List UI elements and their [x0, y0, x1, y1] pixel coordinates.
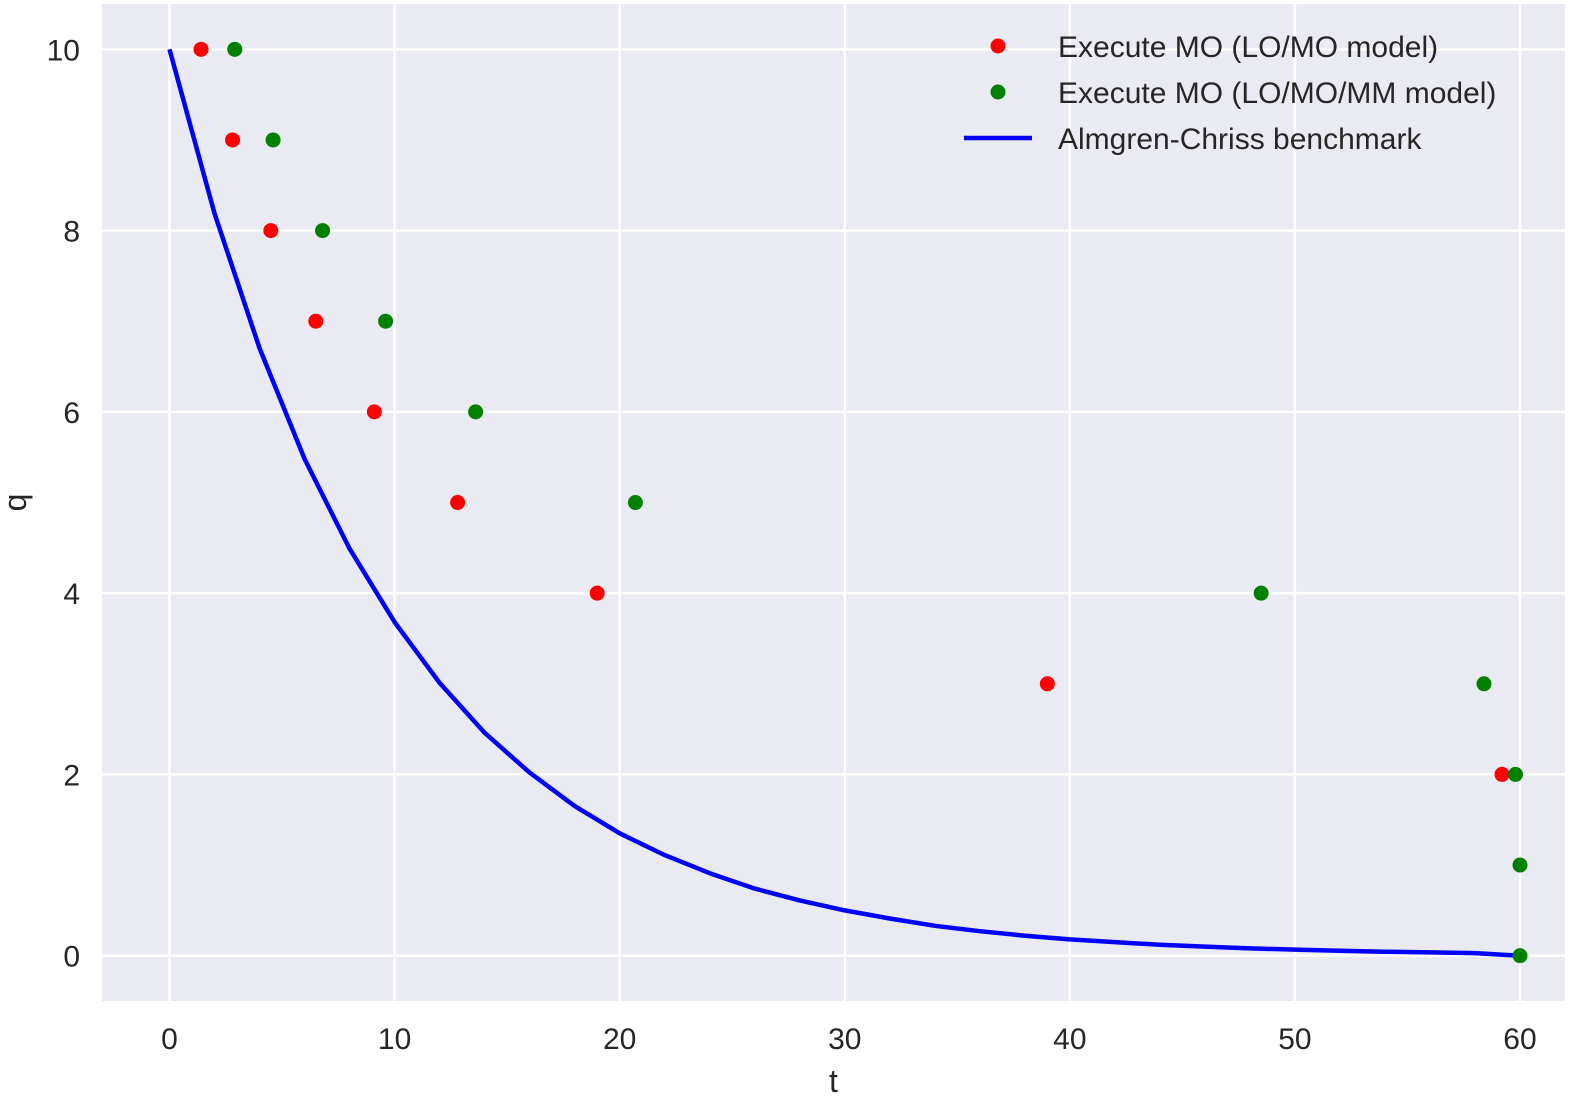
legend-label-lomo: Execute MO (LO/MO model) — [1058, 31, 1438, 64]
point-lomomm — [265, 132, 281, 148]
y-tick-label: 4 — [63, 578, 80, 611]
legend-entry-lomo: Execute MO (LO/MO model) — [990, 31, 1438, 64]
point-lomo — [193, 41, 209, 57]
plot-background — [102, 4, 1565, 1001]
x-tick-label: 30 — [828, 1023, 861, 1056]
point-lomo — [450, 495, 466, 510]
point-lomomm — [627, 495, 643, 510]
x-axis-label: t — [829, 1063, 838, 1097]
x-tick-label: 10 — [378, 1023, 411, 1056]
point-lomomm — [1507, 766, 1523, 782]
y-tick-label: 10 — [47, 34, 80, 67]
x-tick-label: 0 — [161, 1023, 178, 1056]
point-lomo — [263, 223, 279, 239]
point-lomo — [589, 585, 605, 601]
x-tick-label: 60 — [1503, 1023, 1536, 1056]
grid-lines — [102, 4, 1565, 1001]
y-axis-label: q — [0, 494, 33, 512]
legend-label-lomomm: Execute MO (LO/MO/MM model) — [1058, 77, 1496, 110]
point-lomomm — [315, 223, 331, 239]
point-lomomm — [378, 313, 394, 329]
tick-labels: 0 10 20 30 40 50 60 0 2 4 6 8 10 — [47, 34, 1537, 1056]
legend: Execute MO (LO/MO model) Execute MO (LO/… — [964, 31, 1496, 156]
legend-entry-benchmark: Almgren-Chriss benchmark — [964, 123, 1422, 156]
y-tick-label: 6 — [63, 397, 80, 430]
point-lomomm — [1512, 857, 1528, 873]
legend-marker-lomo — [990, 38, 1006, 54]
y-tick-label: 8 — [63, 216, 80, 249]
legend-marker-lomomm — [990, 84, 1006, 100]
point-lomo — [225, 132, 241, 148]
point-lomo — [366, 404, 382, 420]
legend-label-benchmark: Almgren-Chriss benchmark — [1058, 123, 1422, 156]
benchmark-line — [167, 48, 1521, 958]
y-tick-label: 2 — [63, 759, 80, 792]
point-lomomm — [227, 41, 243, 57]
x-tick-label: 50 — [1278, 1023, 1311, 1056]
series-layer — [167, 41, 1528, 964]
legend-entry-lomomm: Execute MO (LO/MO/MM model) — [990, 77, 1496, 110]
x-tick-label: 40 — [1053, 1023, 1086, 1056]
point-lomomm — [1253, 585, 1269, 601]
y-tick-label: 0 — [63, 941, 80, 974]
point-lomo — [1494, 766, 1510, 782]
point-lomomm — [1476, 676, 1492, 692]
point-lomo — [308, 313, 324, 329]
point-lomomm — [468, 404, 484, 420]
point-lomo — [1039, 676, 1055, 692]
point-lomomm — [1512, 948, 1528, 964]
x-tick-label: 20 — [603, 1023, 636, 1056]
